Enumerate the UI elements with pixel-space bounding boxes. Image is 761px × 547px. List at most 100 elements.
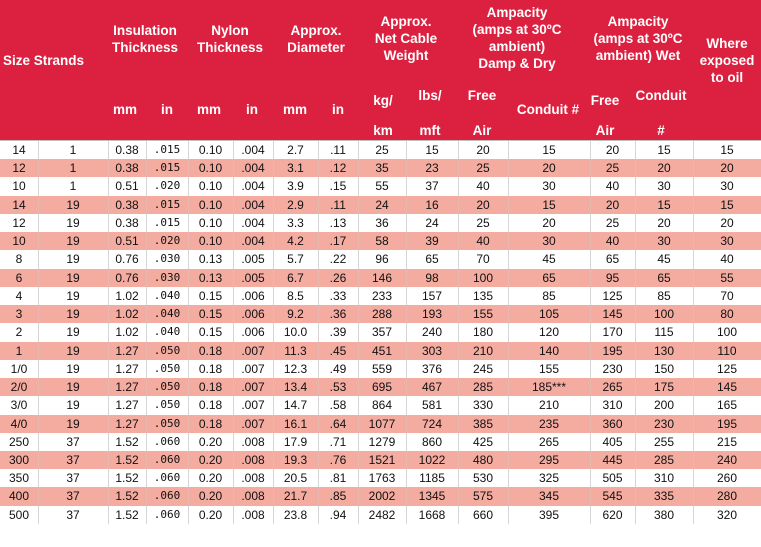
column-divider [635, 177, 636, 196]
column-divider [318, 359, 319, 379]
column-divider [458, 195, 459, 214]
column-divider [146, 195, 147, 214]
cell-dia-in: .11 [330, 197, 346, 212]
column-divider [406, 378, 407, 397]
cell-size: 14 [12, 143, 26, 157]
cell-dia-mm: 9.2 [287, 307, 304, 322]
column-divider [233, 213, 234, 233]
column-divider [458, 268, 459, 287]
table-row: 8 19 0.76 .030 0.13 .005 5.7 .22 96 65 70 45 65 45 40 [0, 250, 761, 269]
column-divider [108, 213, 109, 233]
column-divider [406, 141, 407, 160]
column-divider [38, 359, 39, 379]
cell-strands: 19 [66, 288, 80, 303]
cell-oil: 30 [720, 234, 734, 249]
cell-oil: 165 [716, 398, 738, 413]
column-divider [635, 487, 636, 506]
dia-in-unit: in [332, 102, 344, 117]
table-row: 4/0 19 1.27 .050 0.18 .007 16.1 .64 1077 724 385 23… [0, 414, 761, 433]
column-divider [318, 450, 319, 470]
cell-nyl-mm: 0.10 [198, 215, 223, 230]
cell-dia-in: .15 [329, 179, 347, 194]
cell-size: 500 [8, 507, 30, 522]
cell-wet-conduit: 310 [653, 471, 675, 486]
column-divider [458, 396, 459, 415]
column-divider [508, 141, 509, 160]
cell-dry-conduit: 45 [542, 252, 556, 267]
cell-weight-kg: 1279 [368, 434, 396, 449]
column-divider [358, 250, 359, 269]
table-row: 500 37 1.52 .060 0.20 .008 23.8 .94 2482 1668 660 3… [0, 505, 761, 524]
cell-dia-in: .53 [329, 380, 347, 395]
table-row: 400 37 1.52 .060 0.20 .008 21.7 .85 2002 1345 575 3… [0, 487, 761, 506]
cell-dia-in: .71 [329, 434, 347, 449]
column-divider [273, 286, 274, 306]
column-divider [406, 341, 407, 360]
column-divider [358, 414, 359, 433]
column-divider [508, 268, 509, 287]
column-divider [273, 505, 274, 524]
cell-ins-mm: 1.52 [115, 471, 139, 486]
cell-oil: 280 [716, 489, 738, 504]
cell-ins-mm: 0.38 [115, 197, 139, 212]
cell-ins-in: .060 [153, 489, 181, 503]
cell-dia-in: .13 [329, 215, 347, 230]
cell-ins-mm: 1.52 [115, 434, 139, 449]
cell-oil: 240 [716, 452, 738, 467]
column-divider [146, 487, 147, 506]
cell-strands: 37 [66, 507, 80, 522]
column-divider [358, 159, 359, 178]
cell-nyl-in: .008 [241, 489, 265, 504]
column-divider [108, 396, 109, 415]
column-divider [508, 487, 509, 506]
column-divider [693, 213, 694, 233]
column-divider [358, 487, 359, 506]
column-divider [358, 323, 359, 342]
table-row: 250 37 1.52 .060 0.20 .008 17.9 .71 1279 860 425 26… [0, 432, 761, 451]
column-divider [406, 414, 407, 433]
cell-size: 3 [15, 307, 23, 322]
cell-size: 10 [12, 234, 26, 249]
dia-mm-unit: mm [282, 102, 307, 117]
column-divider [406, 177, 407, 196]
column-divider [273, 341, 274, 360]
column-divider [108, 286, 109, 306]
cell-dia-mm: 5.7 [287, 252, 304, 267]
column-divider [108, 378, 109, 397]
cell-size: 300 [8, 452, 30, 467]
cell-nyl-in: .004 [241, 161, 265, 176]
cell-nyl-in: .008 [241, 434, 265, 449]
cell-wet-conduit: 15 [657, 143, 671, 157]
column-divider [233, 432, 234, 451]
cell-ins-in: .040 [153, 325, 181, 339]
cell-dia-mm: 13.4 [283, 380, 308, 395]
cell-wet-conduit: 380 [653, 507, 675, 522]
cell-dry-conduit: 85 [542, 288, 556, 303]
column-divider [188, 450, 189, 470]
column-divider [358, 396, 359, 415]
cell-ins-in: .060 [153, 471, 181, 485]
column-divider [108, 177, 109, 196]
cell-wet-free-air: 95 [605, 270, 620, 285]
column-divider [458, 450, 459, 470]
weight-kg-unit-top: kg/ [373, 93, 393, 108]
cell-wet-conduit: 335 [653, 489, 675, 504]
cell-dry-conduit: 30 [542, 234, 556, 249]
cell-wet-free-air: 40 [605, 179, 620, 194]
cell-dry-conduit: 325 [538, 471, 560, 486]
cell-strands: 19 [66, 398, 80, 413]
cell-nyl-mm: 0.20 [198, 434, 223, 449]
cell-wet-free-air: 25 [605, 215, 620, 230]
cell-dia-in: .39 [329, 325, 347, 340]
cell-ins-in: .015 [153, 197, 181, 211]
column-divider [146, 159, 147, 178]
ampacity-wet-header: Ampacity (amps at 30ºC ambient) Wet [593, 14, 683, 63]
column-divider [146, 323, 147, 342]
column-divider [146, 432, 147, 451]
column-divider [635, 396, 636, 415]
column-divider [406, 396, 407, 415]
column-divider [318, 250, 319, 269]
column-divider [358, 505, 359, 524]
column-divider [188, 305, 189, 324]
cell-weight-kg: 233 [371, 288, 393, 303]
